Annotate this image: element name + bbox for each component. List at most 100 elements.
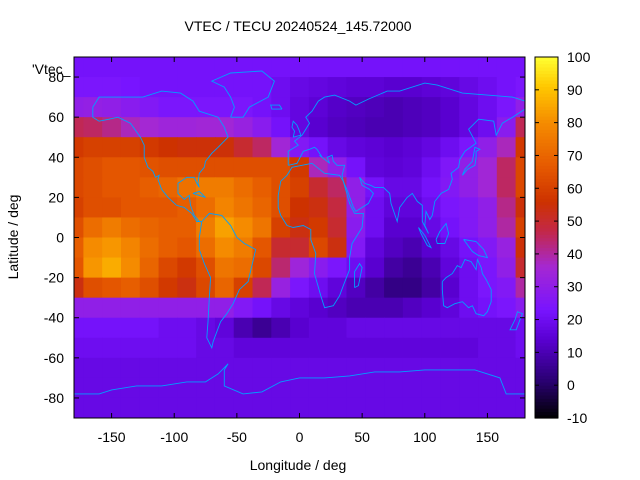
colorbar-segment <box>535 194 558 199</box>
heatmap-cell <box>515 137 525 158</box>
heatmap-cell <box>384 397 404 418</box>
heatmap-cell <box>158 217 178 239</box>
heatmap-cell <box>478 337 498 359</box>
heatmap-cell <box>271 177 291 198</box>
heatmap-cell <box>102 137 122 158</box>
heatmap-cell <box>496 377 517 399</box>
heatmap-cell <box>102 197 122 219</box>
heatmap-cell <box>290 237 310 259</box>
heatmap-cell <box>74 377 84 399</box>
colorbar-segment <box>535 171 558 176</box>
heatmap-cell <box>83 237 103 259</box>
colorbar-segment <box>535 125 558 130</box>
heatmap-cell <box>327 57 348 78</box>
heatmap-cell <box>496 117 517 138</box>
colorbar-segment <box>535 368 558 373</box>
heatmap-cell <box>290 137 310 158</box>
heatmap-cell <box>271 397 291 418</box>
heatmap-cell <box>196 297 216 319</box>
y-tick-label: 80 <box>48 69 64 85</box>
heatmap-cell <box>158 177 178 198</box>
heatmap-cell <box>177 57 197 78</box>
heatmap-cell <box>496 157 517 178</box>
heatmap-cell <box>290 317 310 339</box>
heatmap-cell <box>177 317 197 339</box>
heatmap-cell <box>365 137 385 158</box>
heatmap-cell <box>120 177 141 198</box>
colorbar-segment <box>535 250 558 255</box>
heatmap-cell <box>158 157 178 178</box>
colorbar-tick-label: 80 <box>567 115 583 131</box>
coastline <box>418 227 433 249</box>
coastline <box>463 239 489 259</box>
heatmap-cell <box>384 337 404 359</box>
heatmap-cell <box>421 137 442 158</box>
heatmap-cell <box>74 77 84 98</box>
heatmap-cell <box>384 297 404 319</box>
heatmap-cell <box>365 197 385 219</box>
colorbar-segment <box>535 332 558 337</box>
colorbar-tick-label: 100 <box>567 49 591 65</box>
heatmap-cell <box>177 157 197 178</box>
heatmap-cell <box>346 157 366 178</box>
heatmap-cell <box>365 57 385 78</box>
colorbar-tick-label: 50 <box>567 213 583 229</box>
colorbar-segment <box>535 66 558 71</box>
heatmap-cell <box>139 157 160 178</box>
heatmap-cell <box>177 337 197 359</box>
heatmap-cell <box>402 297 423 319</box>
y-tick-label: 20 <box>48 189 64 205</box>
heatmap-cell <box>308 137 329 158</box>
heatmap-cell <box>440 57 460 78</box>
heatmap-cells <box>74 57 525 418</box>
coastline <box>277 162 364 309</box>
heatmap-cell <box>233 197 254 219</box>
colorbar-segment <box>535 312 558 317</box>
heatmap-cell <box>271 377 291 399</box>
heatmap-cell <box>496 137 517 158</box>
heatmap-cell <box>402 277 423 299</box>
heatmap-cell <box>214 337 235 359</box>
colorbar-tick-label: -10 <box>567 410 587 426</box>
heatmap-cell <box>365 297 385 319</box>
colorbar-segment <box>535 224 558 229</box>
heatmap-cell <box>74 217 84 239</box>
heatmap-cell <box>233 217 254 239</box>
heatmap-cell <box>402 157 423 178</box>
heatmap-cell <box>252 57 272 78</box>
heatmap-cell <box>346 277 366 299</box>
heatmap-cell <box>102 237 122 259</box>
colorbar-segment <box>535 145 558 150</box>
heatmap-cell <box>384 97 404 118</box>
colorbar-segment <box>535 214 558 219</box>
heatmap-cell <box>74 157 84 178</box>
heatmap-cell <box>102 57 122 78</box>
colorbar-segment <box>535 316 558 321</box>
heatmap-cell <box>290 397 310 418</box>
heatmap-cell <box>402 397 423 418</box>
colorbar-segment <box>535 135 558 140</box>
heatmap-cell <box>139 297 160 319</box>
heatmap-cell <box>139 397 160 418</box>
coastline <box>192 190 206 198</box>
colorbar-segment <box>535 253 558 258</box>
heatmap-cell <box>120 217 141 239</box>
heatmap-cell <box>496 317 517 339</box>
heatmap-cell <box>214 297 235 319</box>
heatmap-cell <box>515 257 525 279</box>
colorbar-segment <box>535 408 558 413</box>
heatmap-cell <box>384 117 404 138</box>
heatmap-cell <box>478 317 498 339</box>
heatmap-cell <box>139 77 160 98</box>
heatmap-cell <box>290 157 310 178</box>
heatmap-cell <box>365 377 385 399</box>
colorbar-segment <box>535 388 558 393</box>
heatmap-cell <box>346 217 366 239</box>
heatmap-cell <box>478 397 498 418</box>
heatmap-cell <box>327 217 348 239</box>
heatmap-cell <box>120 77 141 98</box>
heatmap-cell <box>271 137 291 158</box>
colorbar-tick-label: 0 <box>567 377 575 393</box>
heatmap-cell <box>421 97 442 118</box>
heatmap-cell <box>158 77 178 98</box>
